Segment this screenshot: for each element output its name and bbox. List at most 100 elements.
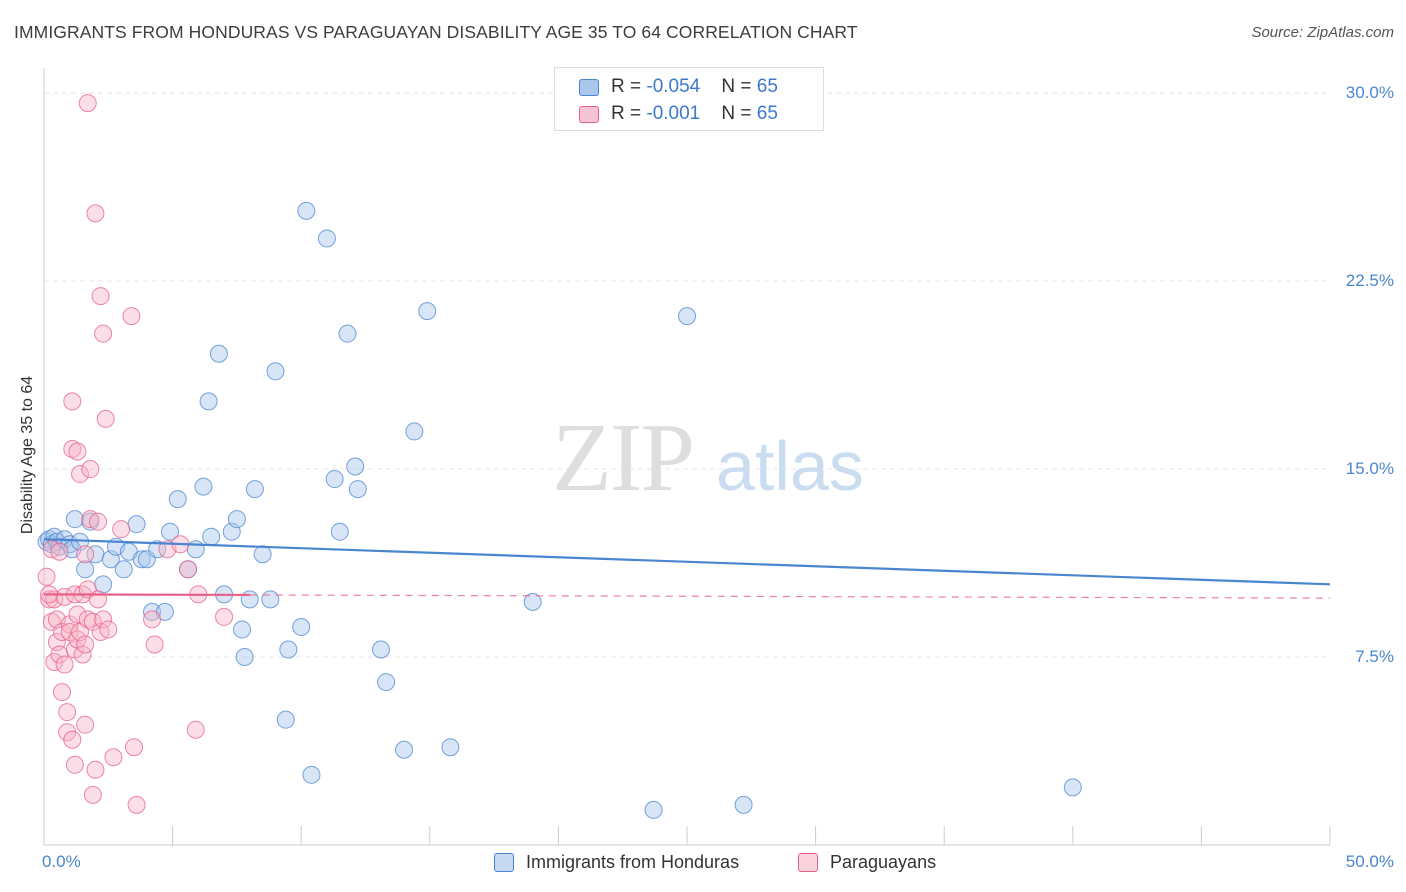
legend-n-value-paraguayans: 65 <box>756 103 778 124</box>
data-point <box>37 567 56 586</box>
trend-line-honduras <box>43 538 1331 586</box>
series-legend: Immigrants from Honduras Paraguayans <box>0 852 1406 876</box>
data-point <box>302 765 321 784</box>
legend-swatch-paraguayans <box>579 105 599 123</box>
legend-n-label: N = <box>721 103 757 124</box>
data-point <box>127 515 146 534</box>
data-point <box>330 522 349 541</box>
data-point <box>523 592 542 611</box>
data-point <box>317 229 336 248</box>
x-tick-label-max: 50.0% <box>1345 852 1394 871</box>
chart-title: IMMIGRANTS FROM HONDURAS VS PARAGUAYAN D… <box>14 22 858 42</box>
data-point <box>63 392 82 411</box>
legend-item-honduras: Immigrants from Honduras <box>494 852 739 873</box>
data-point <box>76 635 95 654</box>
data-point <box>240 590 259 609</box>
data-point <box>418 302 437 321</box>
series-honduras <box>37 201 1082 819</box>
data-point <box>76 545 95 564</box>
data-point <box>71 465 90 484</box>
data-point <box>112 520 131 539</box>
data-point <box>179 560 198 579</box>
data-point <box>94 575 113 594</box>
data-point <box>53 683 72 702</box>
data-point <box>233 620 252 639</box>
data-point <box>377 673 396 692</box>
data-point <box>60 615 79 634</box>
legend-row-paraguayans: R = -0.001 N = 65 <box>579 103 778 125</box>
data-point <box>395 740 414 759</box>
data-point <box>86 760 105 779</box>
data-point <box>132 550 151 569</box>
data-point <box>209 344 228 363</box>
data-point <box>83 612 102 631</box>
data-point <box>53 622 72 641</box>
trend-layer <box>43 538 1331 599</box>
data-point <box>83 785 102 804</box>
data-point <box>148 540 167 559</box>
data-point <box>227 510 246 529</box>
data-point <box>199 392 218 411</box>
data-point <box>644 800 663 819</box>
legend-swatch-paraguayans <box>798 853 818 872</box>
data-point <box>60 622 79 641</box>
watermark-zip: ZIP <box>552 404 693 512</box>
legend-label-honduras: Immigrants from Honduras <box>526 852 740 872</box>
data-point <box>678 307 696 326</box>
data-point <box>94 610 113 629</box>
data-point <box>78 610 97 629</box>
legend-item-paraguayans: Paraguayans <box>798 852 936 873</box>
data-point <box>346 457 365 476</box>
data-point <box>235 648 254 667</box>
legend-r-value-honduras: -0.054 <box>646 76 701 97</box>
data-point <box>143 602 162 621</box>
data-point <box>194 477 213 496</box>
data-point <box>50 542 69 561</box>
data-point <box>114 560 133 579</box>
data-point <box>325 470 344 489</box>
legend-swatch-honduras <box>494 853 514 872</box>
data-point <box>122 307 141 326</box>
data-point <box>78 94 97 113</box>
legend-r-label: R = <box>611 103 647 124</box>
legend-label-paraguayans: Paraguayans <box>830 852 937 872</box>
series-layer <box>37 94 1082 819</box>
data-point <box>65 755 84 774</box>
data-point <box>297 201 316 220</box>
data-point <box>143 610 162 629</box>
y-tick-label: 15.0% <box>1345 459 1394 479</box>
data-point <box>145 635 164 654</box>
data-point <box>441 738 460 757</box>
legend-n-value-honduras: 65 <box>756 76 778 97</box>
data-point <box>76 560 95 579</box>
data-point <box>68 605 87 624</box>
data-point <box>55 587 74 606</box>
y-tick-label: 7.5% <box>1355 647 1394 667</box>
data-point <box>55 655 74 674</box>
legend-n-label: N = <box>721 76 757 97</box>
x-tick-label-min: 0.0% <box>42 852 81 871</box>
data-point <box>1063 778 1082 797</box>
data-point <box>86 204 105 223</box>
data-point <box>96 409 115 428</box>
data-point <box>202 527 221 546</box>
y-tick-label: 30.0% <box>1345 83 1394 103</box>
data-point <box>253 545 272 564</box>
trend-line-paraguayans-extrapolated <box>249 594 1331 599</box>
watermark-atlas: atlas <box>716 427 864 505</box>
data-point <box>186 720 205 739</box>
data-point <box>279 640 298 659</box>
data-point <box>94 324 113 343</box>
data-point <box>215 607 234 626</box>
data-point <box>127 795 146 814</box>
data-point <box>276 710 295 729</box>
legend-r-value-paraguayans: -0.001 <box>646 103 701 124</box>
series-paraguayans <box>37 94 234 814</box>
data-point <box>405 422 424 441</box>
data-point <box>161 522 180 541</box>
data-point <box>266 362 285 381</box>
data-point <box>168 490 187 509</box>
data-point <box>63 439 82 458</box>
data-point <box>104 748 123 767</box>
